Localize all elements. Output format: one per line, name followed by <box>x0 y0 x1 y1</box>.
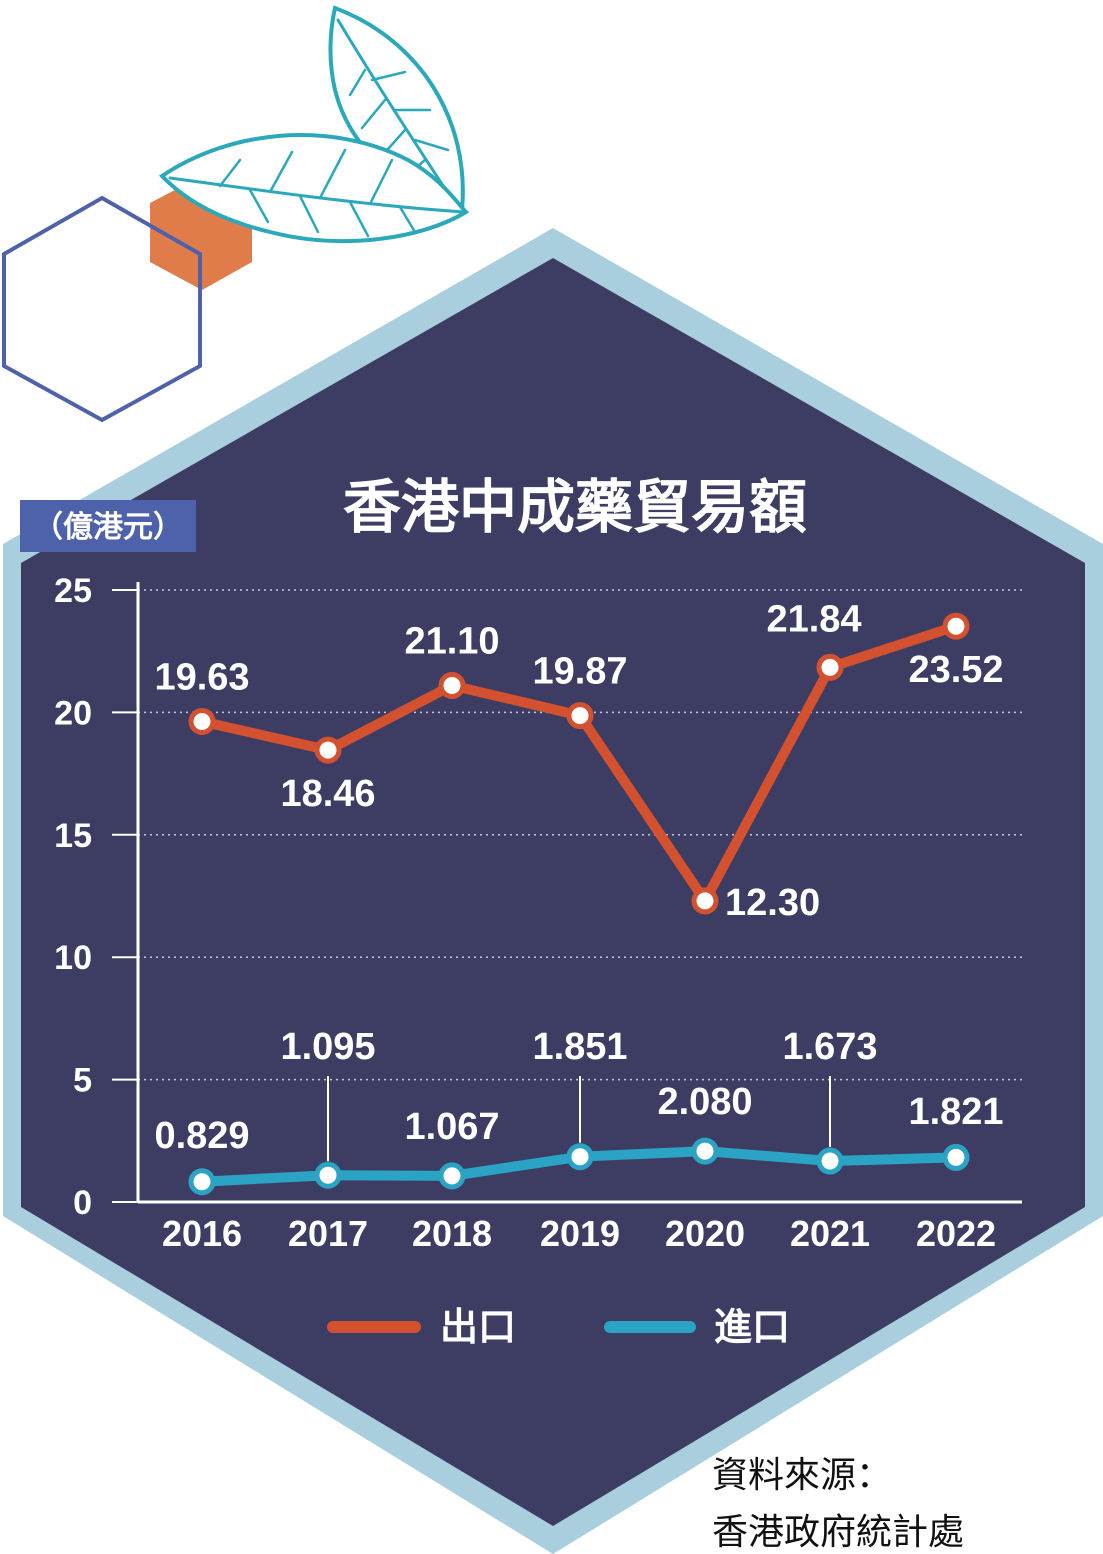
export-point <box>314 736 342 764</box>
x-tick-label: 2019 <box>540 1213 620 1254</box>
hexagon-outline-icon <box>2 195 202 423</box>
export-point <box>438 671 466 699</box>
y-tick-label: 25 <box>54 572 92 610</box>
legend-export-label: 出口 <box>440 1305 516 1349</box>
y-tick-label: 15 <box>54 817 92 855</box>
source-line-1: 資料來源： <box>712 1455 892 1496</box>
export-data-label: 21.84 <box>766 598 861 640</box>
x-tick-label: 2016 <box>162 1213 242 1254</box>
import-point <box>816 1147 844 1175</box>
source-line-2: 香港政府統計處 <box>712 1512 964 1553</box>
export-data-label: 19.63 <box>154 656 249 698</box>
legend-import-label: 進口 <box>714 1305 790 1349</box>
export-point <box>188 707 216 735</box>
export-point <box>566 702 594 730</box>
unit-label: （億港元） <box>33 510 183 545</box>
y-tick-label: 5 <box>73 1062 92 1100</box>
plot-area: 0 5 10 15 20 25 2016 2017 2018 2019 2020 2021 2022 19… <box>54 572 1022 1254</box>
import-data-label: 2.080 <box>657 1081 752 1123</box>
export-point <box>942 612 970 640</box>
y-tick-label: 0 <box>73 1184 92 1222</box>
y-tick-label: 10 <box>54 939 92 977</box>
x-tick-label: 2021 <box>790 1213 870 1254</box>
export-point <box>816 653 844 681</box>
import-point <box>566 1143 594 1171</box>
export-data-label: 23.52 <box>908 649 1003 691</box>
hexagon-panel <box>21 258 1085 1526</box>
x-tick-label: 2020 <box>665 1213 745 1254</box>
import-data-label: 1.067 <box>404 1106 499 1148</box>
x-tick-label: 2018 <box>412 1213 492 1254</box>
import-data-label: 0.829 <box>154 1115 249 1157</box>
export-data-label: 18.46 <box>280 773 375 815</box>
export-point <box>691 887 719 915</box>
import-point <box>314 1161 342 1189</box>
export-data-label: 21.10 <box>404 620 499 662</box>
import-point <box>438 1162 466 1190</box>
unit-badge <box>20 500 196 552</box>
import-data-label: 1.851 <box>532 1026 627 1068</box>
leaf-icon <box>158 5 470 244</box>
x-tick-label: 2017 <box>288 1213 368 1254</box>
import-data-label: 1.673 <box>782 1026 877 1068</box>
import-point <box>691 1137 719 1165</box>
import-data-label: 1.821 <box>908 1091 1003 1133</box>
import-data-label: 1.095 <box>280 1026 375 1068</box>
import-point <box>188 1168 216 1196</box>
y-tick-label: 20 <box>54 694 92 732</box>
chart-title: 香港中成藥貿易額 <box>343 473 807 541</box>
x-tick-label: 2022 <box>916 1213 996 1254</box>
export-data-label: 12.30 <box>725 882 820 924</box>
import-point <box>942 1143 970 1171</box>
export-data-label: 19.87 <box>532 651 627 693</box>
